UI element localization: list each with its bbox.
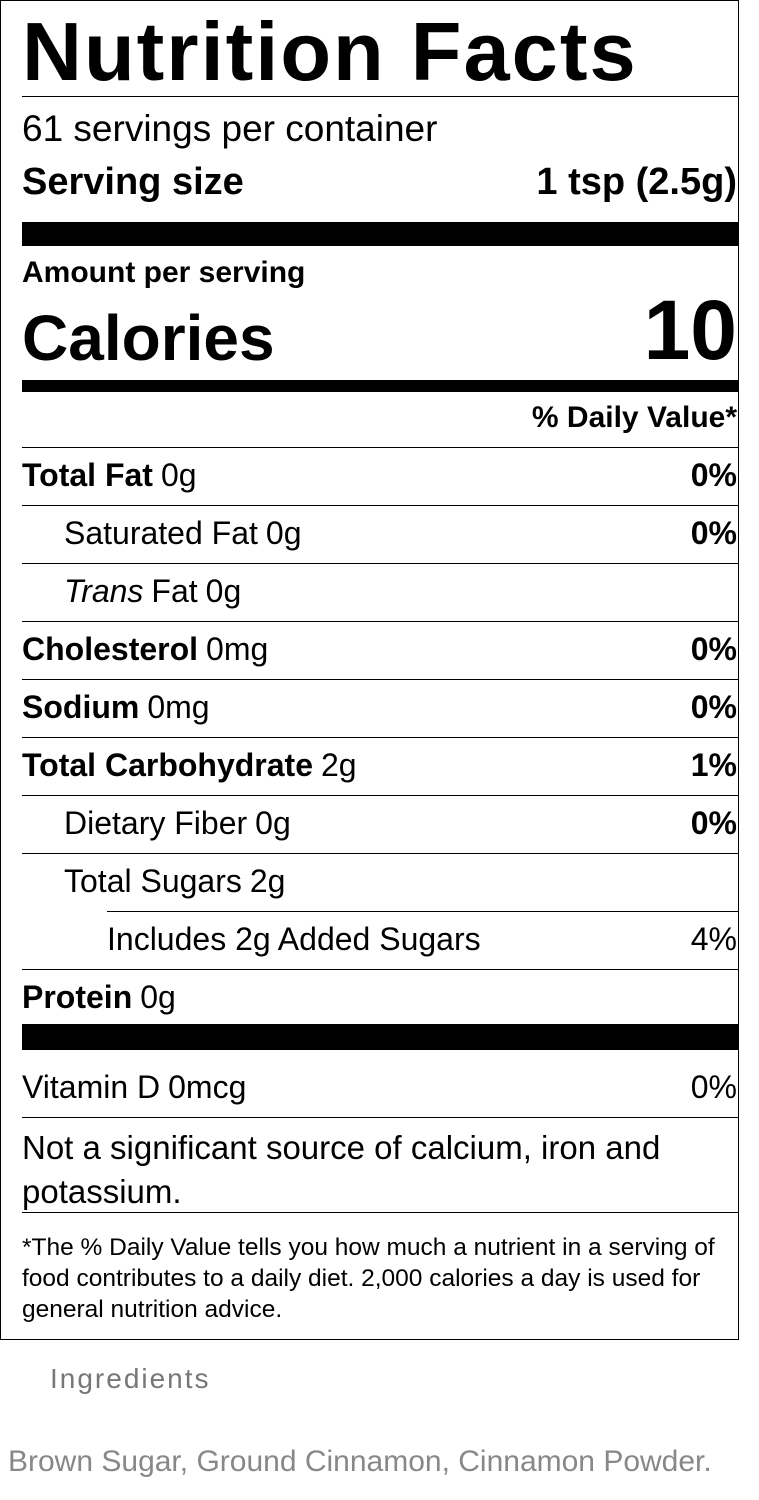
rule — [22, 853, 738, 854]
amount-per-serving: Amount per serving — [22, 256, 306, 289]
rule — [22, 1212, 738, 1213]
daily-value: 0% — [690, 457, 737, 493]
nutrient-name-italic: Trans — [64, 573, 144, 609]
nutrient-name: Total Fat — [22, 457, 153, 493]
rule — [22, 563, 738, 564]
vitamin-amount: 0mcg — [168, 1069, 247, 1105]
nutrient-row: Saturated Fat 0g — [64, 517, 301, 549]
vitamin-row: Vitamin D 0mcg — [22, 1071, 246, 1103]
thick-rule — [22, 1024, 738, 1050]
nutrient-name: Protein — [22, 979, 133, 1015]
label-box — [0, 0, 739, 1340]
rule — [22, 621, 738, 622]
thick-rule — [22, 222, 738, 246]
nutrient-amount: 0mg — [147, 689, 210, 725]
ingredients-text: Brown Sugar, Ground Cinnamon, Cinnamon P… — [8, 1445, 712, 1478]
nutrient-row: Sodium 0mg — [22, 691, 210, 723]
medium-rule — [22, 380, 738, 392]
daily-value: 0% — [690, 631, 737, 667]
nutrient-row: Includes 2g Added Sugars — [107, 923, 481, 955]
serving-size: 1 tsp (2.5g) — [536, 161, 737, 203]
daily-value: 0% — [690, 515, 737, 551]
nutrient-name: Fat — [151, 573, 198, 609]
rule — [22, 795, 738, 796]
nutrient-name: Dietary Fiber — [64, 805, 248, 841]
nutrient-name: Saturated Fat — [64, 515, 258, 551]
nutrient-row: Dietary Fiber 0g — [64, 807, 291, 839]
daily-value: 0% — [690, 689, 737, 725]
footnote: *The % Daily Value tells you how much a … — [22, 1234, 715, 1323]
daily-value: 4% — [690, 921, 737, 957]
daily-value: 0% — [690, 805, 737, 841]
servings: 61 servings per container — [22, 108, 438, 149]
nutrient-amount: 2g — [249, 863, 286, 899]
rule — [22, 969, 738, 970]
dv-header: % Daily Value* — [531, 401, 737, 434]
note: Not a significant source of calcium, iro… — [22, 1129, 661, 1210]
nutrient-name: Total Carbohydrate — [22, 747, 313, 783]
nutrient-name: Cholesterol — [22, 631, 199, 667]
nutrient-row: Total Sugars 2g — [64, 865, 285, 897]
nutrient-row: Total Fat 0g — [22, 459, 197, 491]
rule — [107, 911, 738, 912]
nutrient-amount: 0g — [265, 515, 302, 551]
rule — [22, 505, 738, 506]
nutrient-amount: 0mg — [206, 631, 269, 667]
rule — [22, 447, 738, 448]
nutrient-name: Includes 2g Added Sugars — [107, 921, 481, 957]
nutrient-amount: 0g — [255, 805, 291, 841]
ingredients-heading: Ingredients — [50, 1363, 211, 1394]
nutrient-row: Trans Fat 0g — [64, 575, 241, 607]
calories: 10 — [643, 283, 737, 377]
rule — [22, 679, 738, 680]
nutrient-row: Total Carbohydrate 2g — [22, 749, 357, 781]
nutrient-name: Sodium — [22, 689, 140, 725]
serving-size-label: Serving size — [22, 161, 244, 203]
title: Nutrition Facts — [22, 5, 638, 98]
nutrient-row: Cholesterol 0mg — [22, 633, 268, 665]
nutrient-amount: 0g — [205, 573, 242, 609]
daily-value: 1% — [690, 747, 737, 783]
nutrient-name: Total Sugars — [64, 863, 242, 899]
nutrient-amount: 0g — [140, 979, 176, 1015]
vitamin-name: Vitamin D — [22, 1069, 161, 1105]
nutrient-amount: 0g — [160, 457, 197, 493]
rule — [22, 1117, 738, 1118]
calories-label: Calories — [22, 302, 275, 374]
nutrient-amount: 2g — [321, 747, 357, 783]
nutrient-row: Protein 0g — [22, 981, 176, 1013]
rule — [22, 737, 738, 738]
daily-value: 0% — [690, 1069, 737, 1105]
rule — [22, 96, 738, 97]
